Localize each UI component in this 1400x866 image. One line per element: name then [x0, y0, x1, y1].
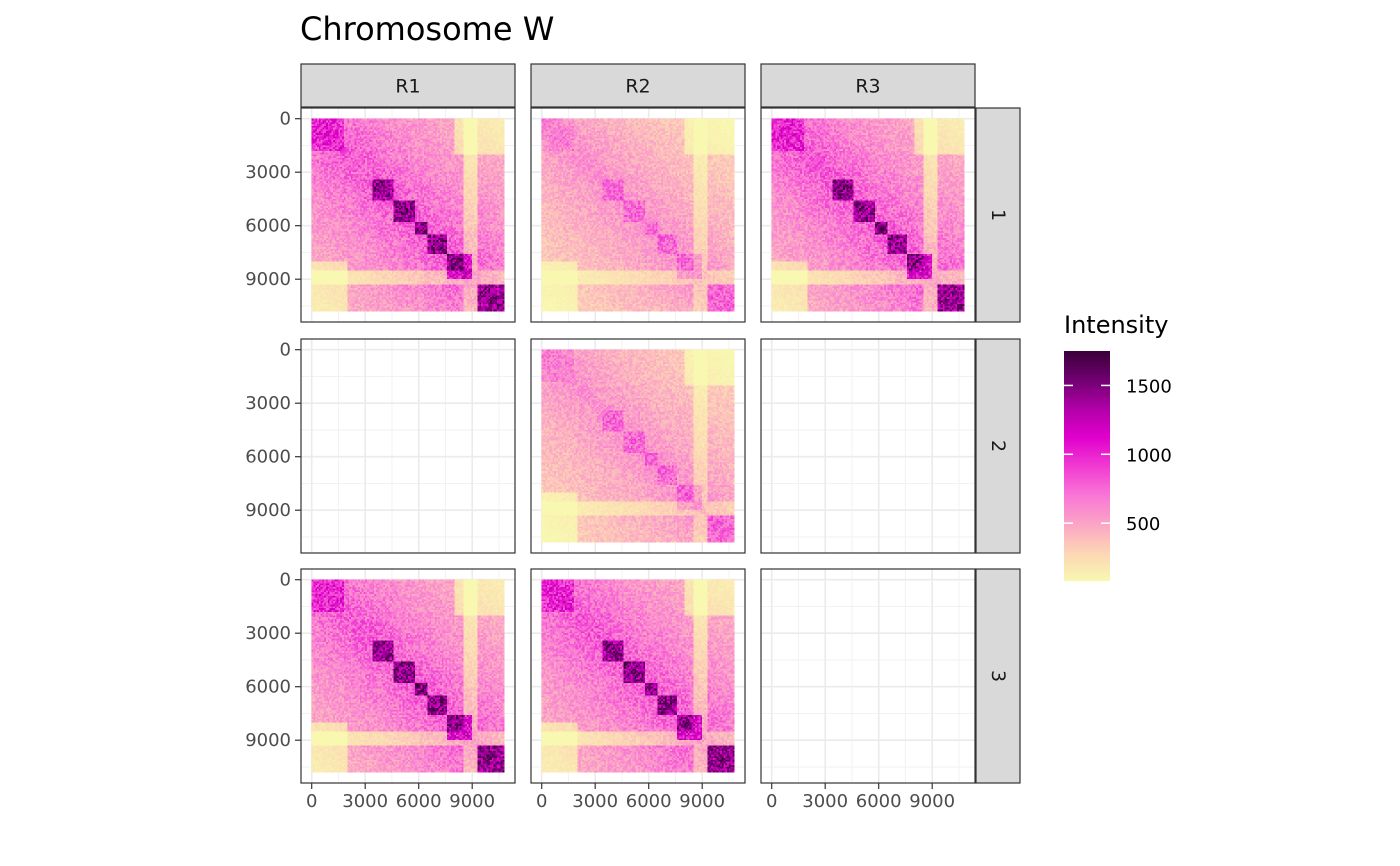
- heatmap-tiles: [312, 119, 505, 312]
- chart-title: Chromosome W: [300, 10, 554, 48]
- facet-panel-1-R1: [301, 108, 515, 322]
- facet-panels: [301, 108, 975, 783]
